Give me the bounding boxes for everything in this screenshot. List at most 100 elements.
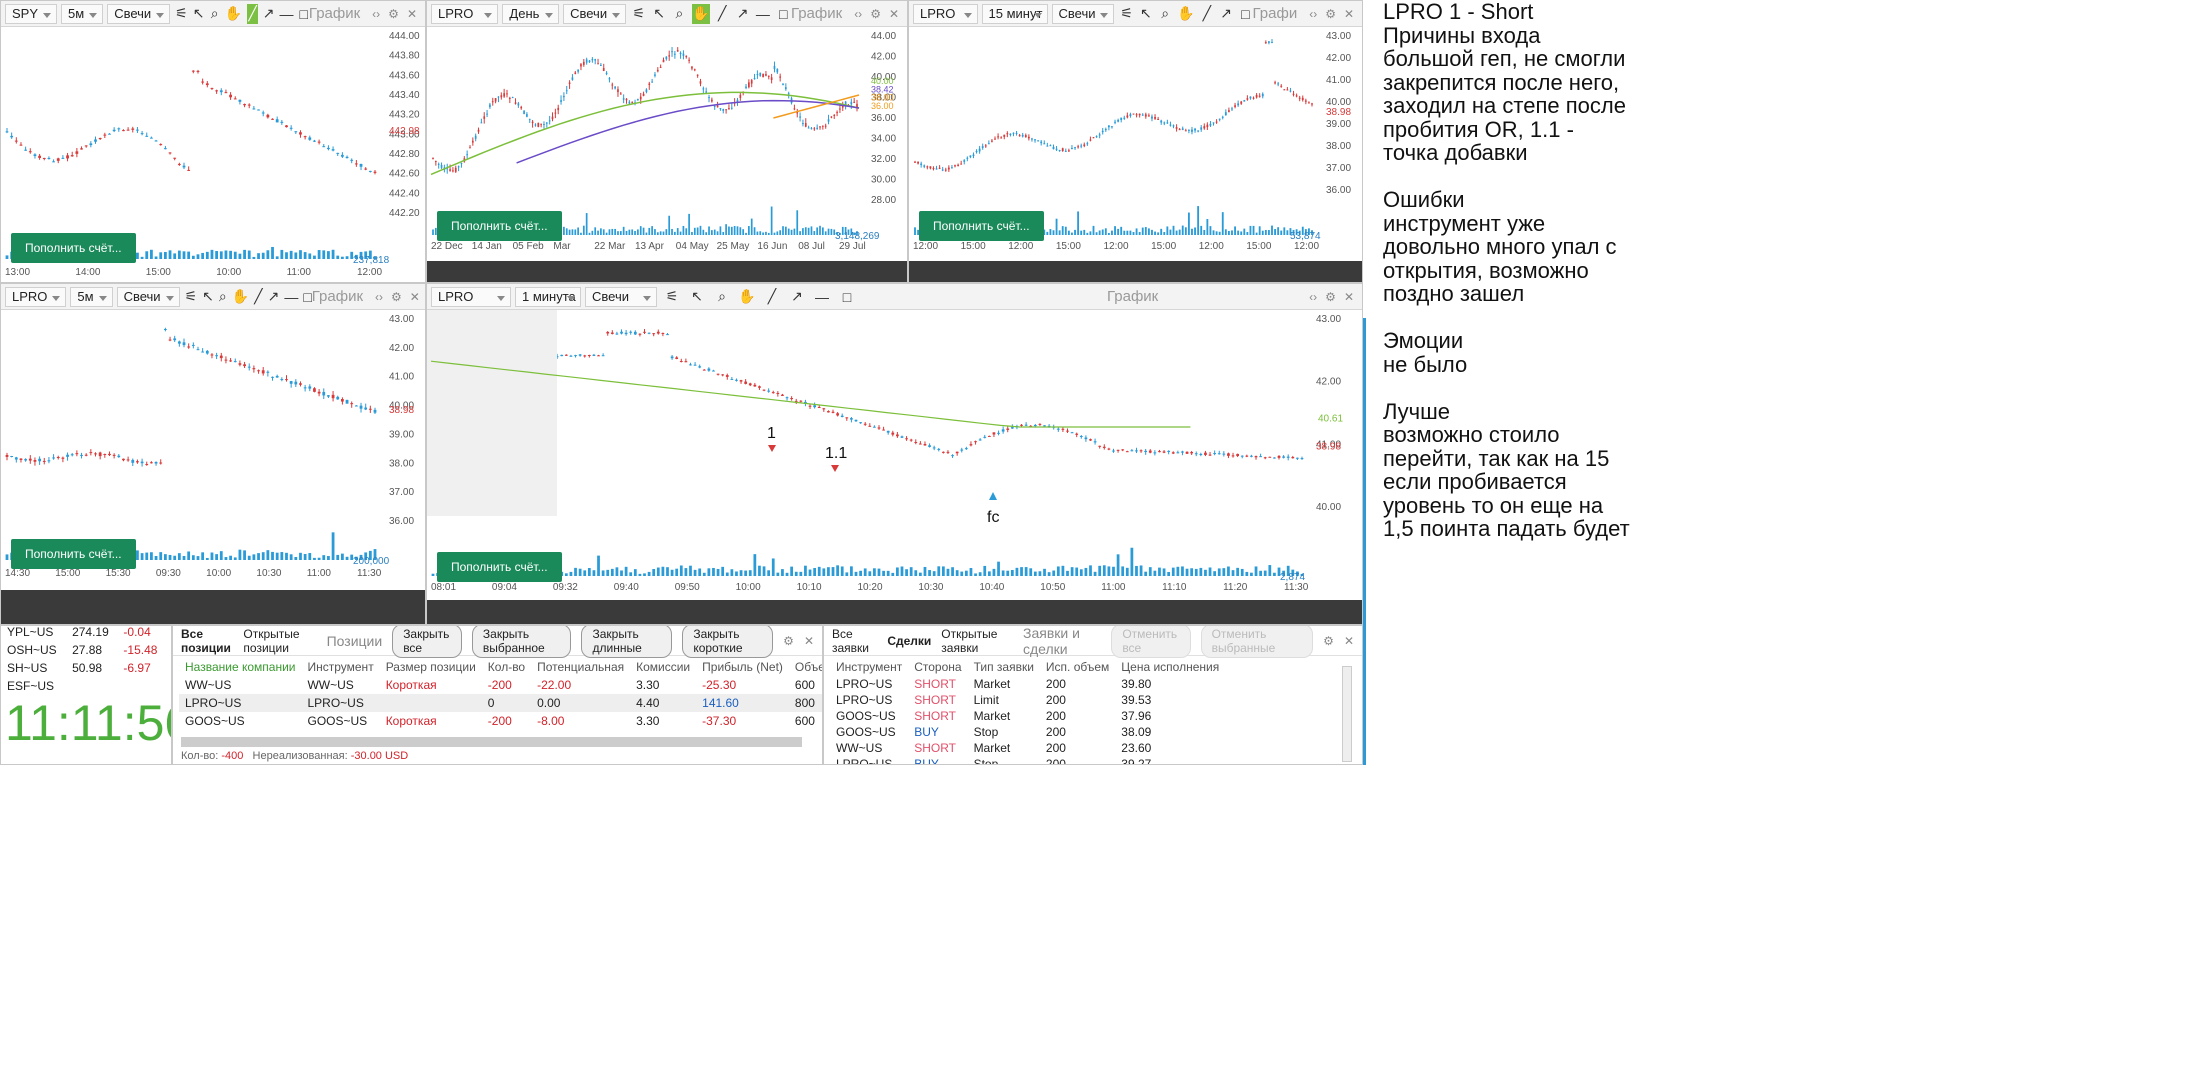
- gear-icon[interactable]: ⚙: [1325, 6, 1336, 21]
- fund-account-button[interactable]: Пополнить счёт...: [11, 233, 136, 263]
- cancel-selected-button[interactable]: Отменить выбранные: [1200, 626, 1314, 658]
- chart-area[interactable]: 43.00 42.00 41.00 40.00 08:01 09:04 09:32 09:40…: [427, 310, 1362, 624]
- tab-trades[interactable]: Сделки: [887, 633, 932, 648]
- indicator-icon[interactable]: ⚟: [184, 288, 198, 304]
- interval-select[interactable]: 5м: [70, 286, 113, 307]
- navigator-scrollbar[interactable]: [1, 590, 425, 624]
- symbol-select[interactable]: SPY: [5, 3, 58, 24]
- cancel-all-button[interactable]: Отменить все: [1111, 626, 1191, 658]
- close-icon[interactable]: ✕: [1343, 633, 1354, 648]
- zoom-icon[interactable]: ⌕: [1161, 5, 1170, 21]
- ray-tool-icon[interactable]: ↗: [267, 288, 280, 304]
- vertical-scrollbar[interactable]: [1342, 666, 1352, 762]
- table-row[interactable]: WW~US SHORT Market 200 23.60: [830, 740, 1225, 756]
- nav-icon[interactable]: ‹›: [854, 6, 863, 21]
- zoom-icon[interactable]: ⌕: [210, 5, 219, 21]
- rect-tool-icon[interactable]: □: [303, 288, 312, 305]
- close-icon[interactable]: ✕: [1343, 6, 1355, 21]
- symbol-select[interactable]: LPRO: [913, 3, 978, 24]
- line-tool-icon[interactable]: ╱: [1202, 5, 1212, 21]
- symbol-select[interactable]: LPRO: [431, 3, 499, 24]
- hline-tool-icon[interactable]: —: [815, 288, 829, 305]
- indicator-icon[interactable]: ⚟: [175, 5, 188, 21]
- indicator-icon[interactable]: ⚟: [1120, 5, 1133, 21]
- close-icon[interactable]: ✕: [888, 6, 900, 21]
- hline-tool-icon[interactable]: —: [284, 288, 299, 305]
- gear-icon[interactable]: ⚙: [1323, 633, 1334, 648]
- line-tool-icon[interactable]: ╱: [718, 5, 727, 21]
- indicator-icon[interactable]: ⚟: [665, 288, 679, 304]
- fund-account-button[interactable]: Пополнить счёт...: [437, 552, 562, 582]
- watchlist-row[interactable]: ESF~US: [1, 677, 166, 695]
- rect-tool-icon[interactable]: □: [299, 5, 308, 22]
- hand-icon[interactable]: ✋: [1177, 5, 1195, 21]
- watchlist-row[interactable]: SH~US 50.98 -6.97: [1, 659, 166, 677]
- fund-account-button[interactable]: Пополнить счёт...: [437, 211, 562, 241]
- hand-icon[interactable]: ✋: [224, 5, 243, 21]
- interval-select[interactable]: 5м: [61, 3, 104, 24]
- rect-tool-icon[interactable]: □: [779, 5, 788, 22]
- table-row[interactable]: GOOS~US SHORT Market 200 37.96: [830, 708, 1225, 724]
- chart-area[interactable]: 44.00 42.00 40.00 38.00 36.00 34.00 32.00 30.00…: [427, 27, 907, 282]
- interval-select[interactable]: 1 минута: [515, 286, 581, 307]
- watchlist-row[interactable]: YPL~US 274.19 -0.04: [1, 626, 166, 641]
- close-selected-button[interactable]: Закрыть выбранное: [471, 626, 572, 658]
- tab-open-positions[interactable]: Открытые позиции: [243, 626, 300, 655]
- chart-area[interactable]: 43.00 42.00 41.00 40.00 39.00 38.00 37.00 36.00…: [909, 27, 1362, 282]
- nav-icon[interactable]: ‹›: [1309, 6, 1318, 21]
- symbol-select[interactable]: LPRO: [431, 286, 511, 307]
- horizontal-scrollbar[interactable]: [181, 737, 802, 747]
- gear-icon[interactable]: ⚙: [1325, 289, 1336, 304]
- indicator-icon[interactable]: ⚟: [632, 5, 646, 21]
- navigator-scrollbar[interactable]: [909, 261, 1362, 282]
- fund-account-button[interactable]: Пополнить счёт...: [919, 211, 1044, 241]
- table-row[interactable]: LPRO~US SHORT Market 200 39.80: [830, 676, 1225, 692]
- gear-icon[interactable]: ⚙: [870, 6, 881, 21]
- ray-tool-icon[interactable]: ↗: [1220, 5, 1232, 21]
- zoom-icon[interactable]: ⌕: [218, 288, 227, 304]
- zoom-icon[interactable]: ⌕: [718, 288, 726, 304]
- cursor-icon[interactable]: ↖: [653, 5, 665, 21]
- nav-icon[interactable]: ‹›: [1309, 289, 1318, 304]
- chart-type-select[interactable]: Свечи: [585, 286, 657, 307]
- close-icon[interactable]: ✕: [409, 289, 420, 304]
- cursor-icon[interactable]: ↖: [202, 288, 214, 304]
- ray-tool-icon[interactable]: ↗: [736, 5, 749, 21]
- line-tool-icon[interactable]: ╱: [254, 288, 263, 304]
- close-icon[interactable]: ✕: [1343, 289, 1354, 304]
- close-long-button[interactable]: Закрыть длинные: [581, 626, 673, 658]
- chart-type-select[interactable]: Свечи: [107, 3, 171, 24]
- line-tool-icon[interactable]: ╱: [247, 3, 258, 24]
- table-row[interactable]: GOOS~US GOOS~US Короткая -200 -8.00 3.30 -37.3…: [179, 712, 822, 730]
- table-row[interactable]: GOOS~US BUY Stop 200 38.09: [830, 724, 1225, 740]
- nav-icon[interactable]: ‹›: [372, 6, 381, 21]
- table-row[interactable]: LPRO~US SHORT Limit 200 39.53: [830, 692, 1225, 708]
- close-icon[interactable]: ✕: [803, 633, 814, 648]
- chart-type-select[interactable]: Свечи: [563, 3, 627, 24]
- hline-tool-icon[interactable]: —: [279, 5, 294, 22]
- fund-account-button[interactable]: Пополнить счёт...: [11, 539, 136, 569]
- rect-tool-icon[interactable]: □: [1241, 5, 1250, 22]
- hline-tool-icon[interactable]: —: [755, 5, 770, 22]
- chart-type-select[interactable]: Свечи: [116, 286, 180, 307]
- chart-area[interactable]: 444.00 443.80 443.60 443.40 443.20 443.00 442.…: [1, 27, 425, 282]
- rect-tool-icon[interactable]: □: [842, 288, 852, 305]
- interval-select[interactable]: День: [502, 3, 560, 24]
- hand-icon[interactable]: ✋: [738, 288, 756, 304]
- hand-icon[interactable]: ✋: [231, 288, 250, 304]
- gear-icon[interactable]: ⚙: [783, 633, 794, 648]
- chart-area[interactable]: 43.00 42.00 41.00 40.00 39.00 38.00 37.00 36.00…: [1, 310, 425, 624]
- cursor-icon[interactable]: ↖: [691, 288, 703, 304]
- cursor-icon[interactable]: ↖: [1140, 5, 1152, 21]
- close-short-button[interactable]: Закрыть короткие: [682, 626, 774, 658]
- navigator-scrollbar[interactable]: [427, 261, 907, 282]
- symbol-select[interactable]: LPRO: [5, 286, 67, 307]
- tab-open-orders[interactable]: Открытые заявки: [941, 626, 998, 655]
- gear-icon[interactable]: ⚙: [391, 289, 402, 304]
- ray-tool-icon[interactable]: ↗: [262, 5, 275, 21]
- ray-tool-icon[interactable]: ↗: [791, 288, 803, 304]
- gear-icon[interactable]: ⚙: [388, 6, 399, 21]
- table-row[interactable]: WW~US WW~US Короткая -200 -22.00 3.30 -25.30 60…: [179, 676, 822, 694]
- tab-all-positions[interactable]: Все позиции: [181, 626, 231, 655]
